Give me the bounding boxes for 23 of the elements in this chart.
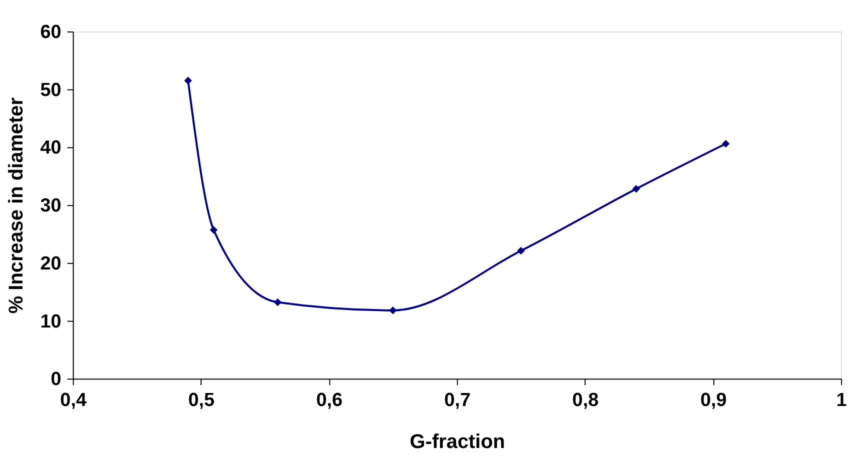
x-tick-label: 0,6 <box>316 390 343 412</box>
y-tick-label: 30 <box>40 196 62 217</box>
x-tick-label: 1 <box>836 390 847 412</box>
x-tick-label: 0,9 <box>700 390 727 412</box>
point <box>722 140 730 148</box>
point <box>632 184 640 193</box>
x-tick-label: 0,8 <box>572 390 599 412</box>
x-tick-label: 0,4 <box>60 390 87 412</box>
point <box>389 306 397 314</box>
point <box>210 226 218 234</box>
x-tick-label: 0,7 <box>444 390 471 412</box>
y-tick-label: 10 <box>40 311 62 332</box>
x-axis-title: G-fraction <box>410 430 506 453</box>
point <box>274 298 282 306</box>
point <box>517 246 525 255</box>
point <box>184 76 192 85</box>
y-tick-label: 20 <box>40 253 62 274</box>
y-tick-label: 40 <box>40 138 62 159</box>
y-tick-label: 0 <box>50 369 62 390</box>
y-axis-title: % Increase in diameter <box>5 97 28 314</box>
x-tick-label: 0,5 <box>188 390 215 412</box>
y-tick-label: 60 <box>40 22 62 43</box>
y-tick-label: 50 <box>40 80 62 101</box>
